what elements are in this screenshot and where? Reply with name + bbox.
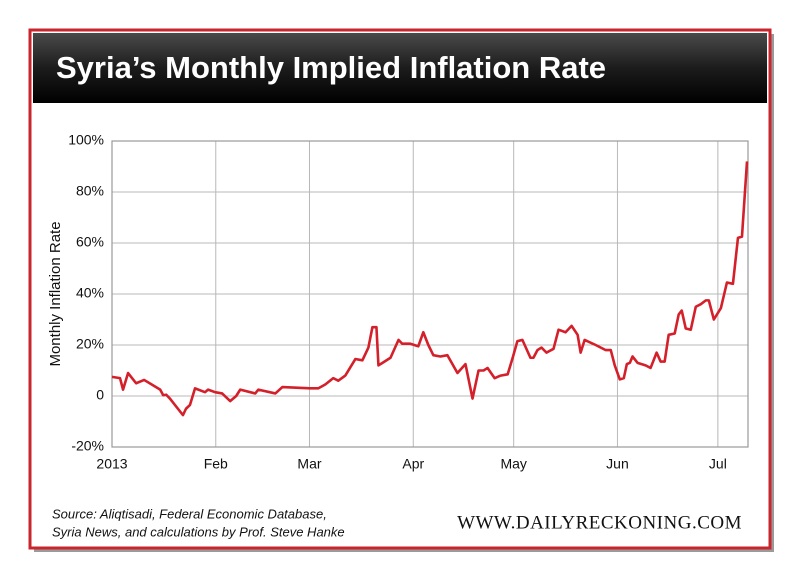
y-tick-label: -20% <box>71 438 104 454</box>
y-tick-label: 0 <box>96 387 104 403</box>
x-tick-label: May <box>500 456 526 472</box>
y-tick-label: 40% <box>76 285 104 301</box>
x-tick-label: Feb <box>204 456 228 472</box>
site-credit: WWW.DAILYRECKONING.COM <box>457 512 742 533</box>
x-tick-label: 2013 <box>96 456 127 472</box>
x-tick-label: Jul <box>709 456 727 472</box>
y-tick-label: 100% <box>68 132 104 148</box>
chart-title: Syria’s Monthly Implied Inflation Rate <box>56 50 606 85</box>
data-line <box>111 161 749 417</box>
x-tick-label: Mar <box>297 456 321 472</box>
x-tick-label: Apr <box>402 456 424 472</box>
x-tick-label: Jun <box>606 456 629 472</box>
y-axis-label: Monthly Inflation Rate <box>47 221 64 366</box>
plot-frame <box>111 140 749 448</box>
y-tick-label: 20% <box>76 336 104 352</box>
y-tick-label: 80% <box>76 183 104 199</box>
source-line: Source: Aliqtisadi, Federal Economic Dat… <box>52 506 327 521</box>
source-line: Syria News, and calculations by Prof. St… <box>52 524 345 539</box>
title-bar <box>33 33 767 103</box>
frame <box>28 28 772 550</box>
y-tick-label: 60% <box>76 234 104 250</box>
